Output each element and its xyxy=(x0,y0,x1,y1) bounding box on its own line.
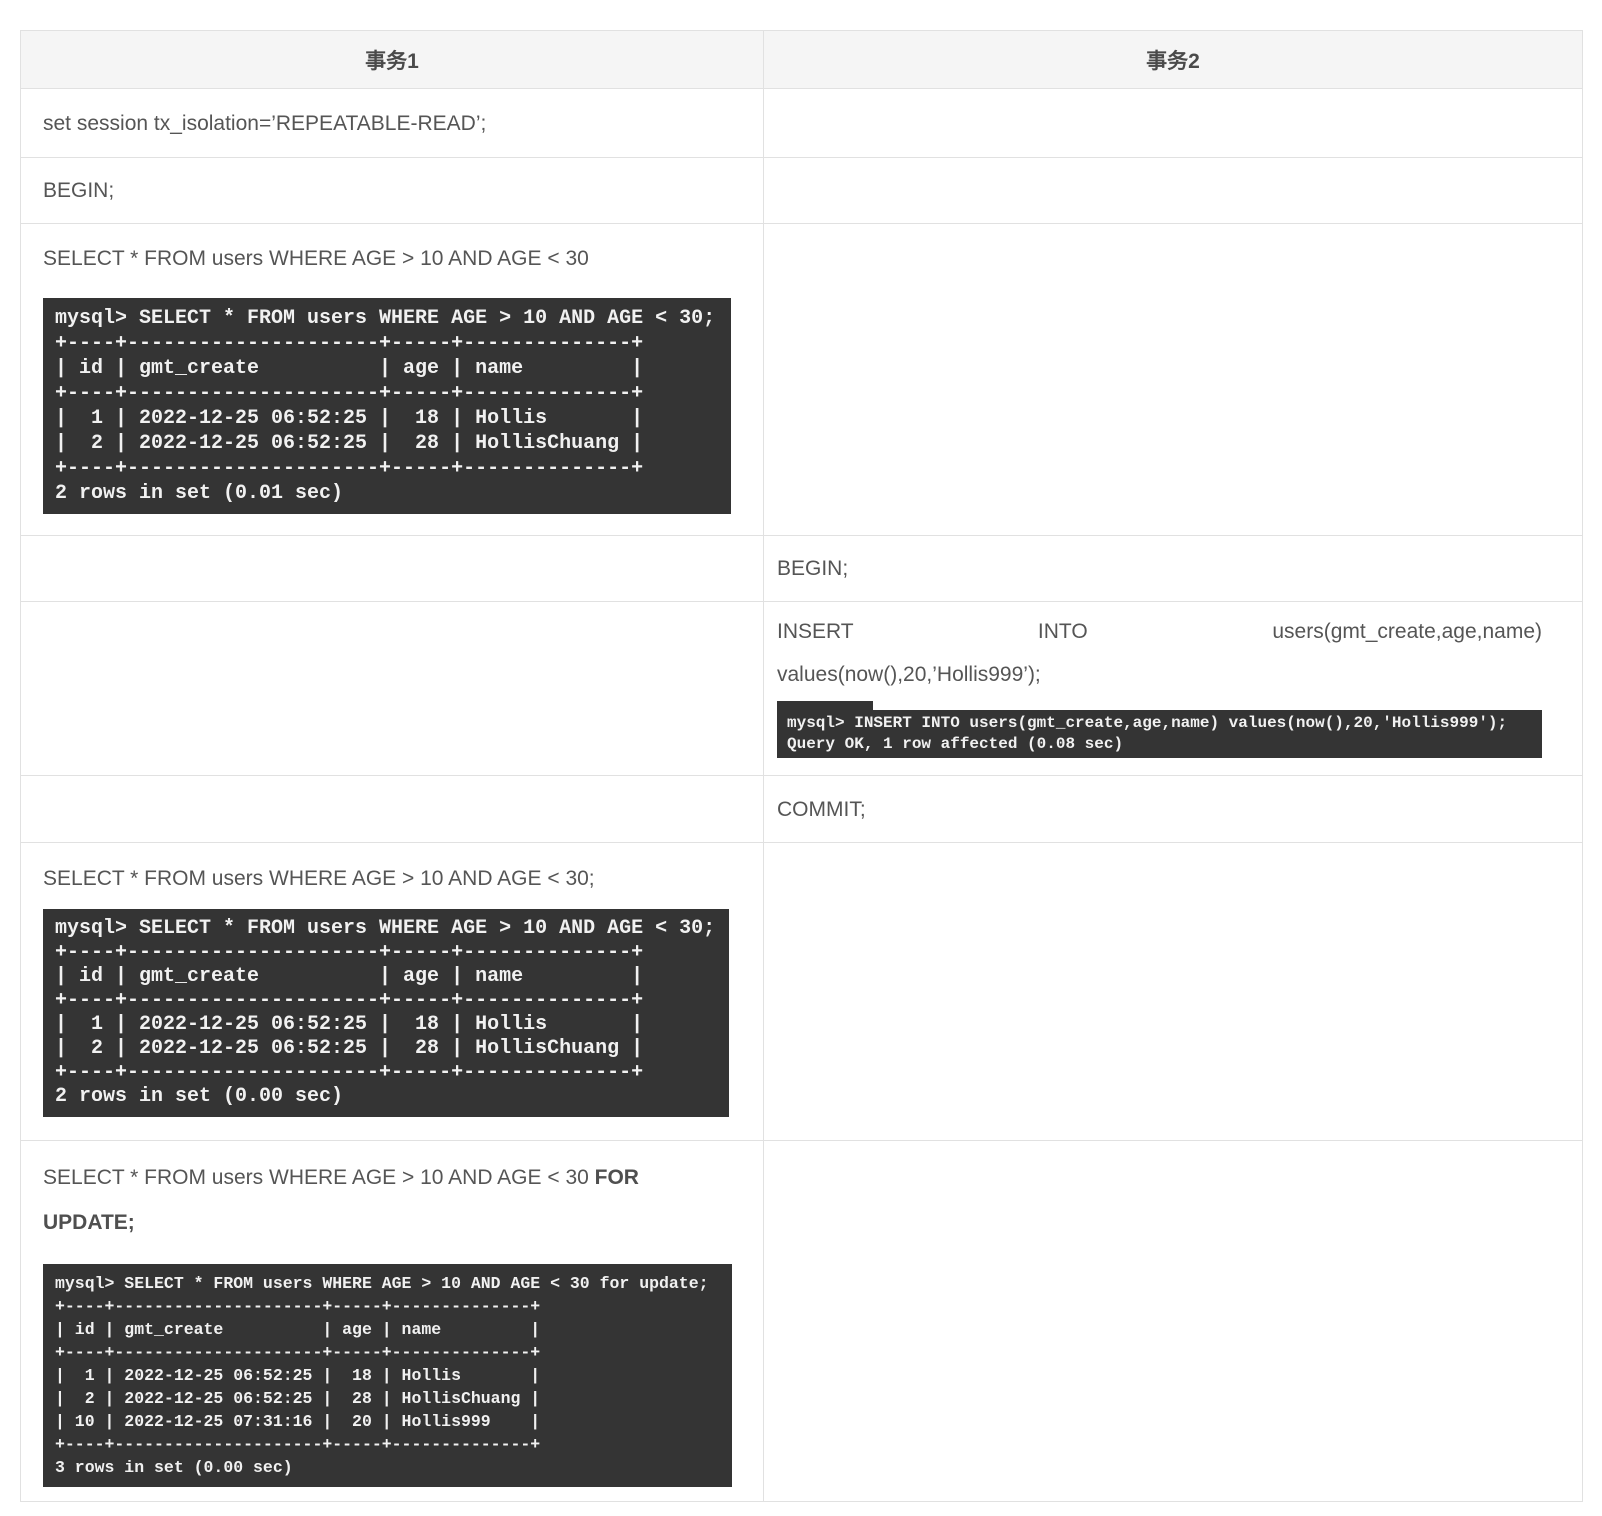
sql-insert-statement-line2: values(now(),20,’Hollis999’); xyxy=(777,663,1041,686)
terminal-screenshot-select-2: mysql> SELECT * FROM users WHERE AGE > 1… xyxy=(43,909,729,1117)
sql-set-isolation-statement: set session tx_isolation=’REPEATABLE-REA… xyxy=(43,111,487,135)
row-set-isolation: set session tx_isolation=’REPEATABLE-REA… xyxy=(20,88,1583,158)
for-update-keyword-line2: UPDATE; xyxy=(43,1211,135,1234)
empty-cell xyxy=(20,535,764,602)
row-tx1-first-select: SELECT * FROM users WHERE AGE > 10 AND A… xyxy=(20,223,1583,536)
sql-begin-statement-tx1: BEGIN; xyxy=(43,179,115,202)
row-tx2-insert: INSERT INTO users(gmt_create,age,name) v… xyxy=(20,601,1583,776)
terminal-screenshot-select-1: mysql> SELECT * FROM users WHERE AGE > 1… xyxy=(43,297,731,514)
sql-select-statement-1: SELECT * FROM users WHERE AGE > 10 AND A… xyxy=(43,246,589,270)
for-update-keyword-line1: FOR xyxy=(594,1166,639,1189)
transaction-comparison-table: 事务1 事务2 set session tx_isolation=’REPEAT… xyxy=(20,30,1583,1502)
terminal-screenshot-insert: mysql> INSERT INTO users(gmt_create,age,… xyxy=(777,710,1542,758)
sql-select-statement-2: SELECT * FROM users WHERE AGE > 10 AND A… xyxy=(43,867,595,890)
sql-select-for-update-statement: SELECT * FROM users WHERE AGE > 10 AND A… xyxy=(43,1166,639,1234)
empty-cell xyxy=(20,601,764,776)
column-header-transaction-2: 事务2 xyxy=(763,30,1583,89)
column-header-transaction-1: 事务1 xyxy=(20,30,764,89)
row-tx2-commit: COMMIT; xyxy=(20,775,1583,843)
row-tx1-second-select: SELECT * FROM users WHERE AGE > 10 AND A… xyxy=(20,842,1583,1141)
empty-cell xyxy=(763,842,1583,1141)
empty-cell xyxy=(763,88,1583,158)
sql-commit-statement: COMMIT; xyxy=(777,797,866,821)
empty-cell xyxy=(763,1140,1583,1502)
empty-cell xyxy=(763,223,1583,536)
sql-begin-statement-tx2: BEGIN; xyxy=(777,557,849,580)
terminal-screenshot-select-for-update: mysql> SELECT * FROM users WHERE AGE > 1… xyxy=(43,1264,732,1487)
empty-cell xyxy=(763,157,1583,224)
table-header-row: 事务1 事务2 xyxy=(20,30,1583,89)
row-tx1-begin: BEGIN; xyxy=(20,157,1583,224)
clipped-terminal-fragment: -+--+- xyxy=(777,701,873,710)
sql-insert-statement-line1: INSERT INTO users(gmt_create,age,name) xyxy=(777,620,1542,643)
row-tx1-select-for-update: SELECT * FROM users WHERE AGE > 10 AND A… xyxy=(20,1140,1583,1502)
empty-cell xyxy=(20,775,764,843)
row-tx2-begin: BEGIN; xyxy=(20,535,1583,602)
